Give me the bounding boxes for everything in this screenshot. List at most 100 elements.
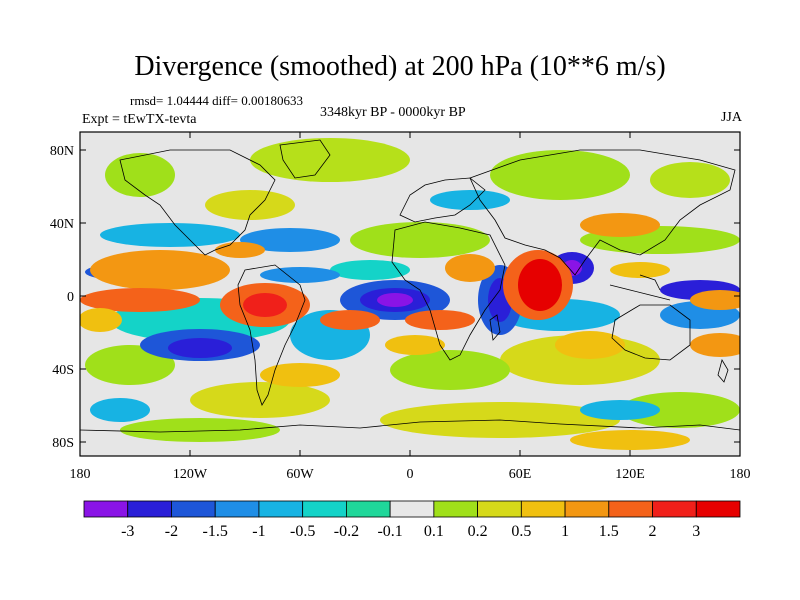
colorbar-labels: -3 -2 -1.5 -1 -0.5 -0.2 -0.1 0.1 0.2 0.5 1 1.5 2 3 [121,523,700,540]
colorbar-swatch [520,500,566,518]
lon-label: 60W [286,467,314,482]
colorbar-swatch [83,500,129,518]
colorbar-swatch [258,500,304,518]
field-contour [690,290,740,310]
season-label: JJA [720,110,742,125]
field-contour [250,138,410,182]
coastline-north-america [119,149,276,256]
colorbar-swatch [171,500,216,518]
field-contour [215,242,265,258]
field-contour [90,398,150,422]
field-contour [385,335,445,355]
colorbar-label: 3 [692,523,700,540]
lat-tick-marks [80,149,740,443]
colorbar-label: 0.5 [511,523,531,540]
field-contour [330,260,410,280]
plot-title: Divergence (smoothed) at 200 hPa (10**6 … [134,51,666,82]
field-contour [168,338,232,358]
field-contour [243,293,287,317]
field-contour [405,310,475,330]
lon-label: 120E [615,467,645,482]
field-contour [650,162,730,198]
period-label: 3348kyr BP - 0000kyr BP [320,105,466,120]
colorbar [83,500,741,518]
lon-labels: 180 120W 60W 0 60E 120E 180 [70,467,751,482]
colorbar-label: 1.5 [599,523,619,540]
field-contour [555,331,625,359]
colorbar-label: -0.2 [334,523,359,540]
colorbar-label: -3 [121,523,134,540]
field-contour [620,392,740,428]
field-contour [490,150,630,200]
map-panel [80,132,740,456]
coastline-new-zealand [717,358,729,383]
coastline-antarctica [80,419,740,433]
lon-tick-marks [79,132,741,456]
field-contour [390,350,510,390]
coastlines [80,139,740,433]
field-contour [377,293,413,307]
lat-label: 40N [50,217,74,232]
field-contour [260,267,340,283]
field-contour [350,222,490,258]
field-contour [205,190,295,220]
colorbar-swatch [345,500,391,518]
field-contour [610,262,670,278]
field-contour [570,430,690,450]
colorbar-swatch [389,500,435,518]
coastline-europe [399,177,486,223]
field-contour [100,223,240,247]
field-contour [80,308,122,332]
colorbar-swatch [652,500,697,518]
lat-label: 40S [52,363,74,378]
field-contour [518,259,562,311]
colorbar-swatch [127,500,172,518]
colorbar-label: -1.5 [203,523,228,540]
experiment-label: Expt = tEwTX-tevta [82,112,197,127]
colorbar-swatch [608,500,653,518]
colorbar-label: -0.5 [290,523,315,540]
lon-label: 180 [730,467,751,482]
lat-labels: 80N 40N 0 40S 80S [50,144,74,451]
colorbar-swatch [695,500,741,518]
colorbar-label: 0.2 [468,523,488,540]
lat-label: 80N [50,144,74,159]
field-contour [240,228,340,252]
coastline-borneo [639,274,661,291]
coastline-madagascar [489,314,501,341]
colorbar-swatch [302,500,347,518]
field-contour [80,288,200,312]
colorbar-label: -0.1 [377,523,402,540]
field-contour [120,418,280,442]
colorbar-swatch [433,500,479,518]
field-contour [430,190,510,210]
coastline-greenland [279,139,331,179]
field-contour [580,400,660,420]
lon-label: 60E [509,467,532,482]
lat-label: 80S [52,436,74,451]
colorbar-label: 0.1 [424,523,444,540]
lon-label: 0 [407,467,414,482]
field-contour [580,213,660,237]
field-contour [445,254,495,282]
stats-text: rmsd= 1.04444 diff= 0.00180633 [130,93,303,108]
colorbar-label: 1 [561,523,569,540]
field-contour [105,153,175,197]
coastline-australia [611,304,691,361]
field-contour [90,250,230,290]
lon-label: 180 [70,467,91,482]
colorbar-swatch [214,500,260,518]
colorbar-label: -1 [252,523,265,540]
field-contour [690,333,740,357]
field-contour [260,363,340,387]
colorbar-label: -2 [165,523,178,540]
field-contour [320,310,380,330]
coastline-south-america [237,264,306,406]
coastline-africa [391,221,506,361]
field-contour [85,345,175,385]
lon-label: 120W [173,467,208,482]
colorbar-swatch [477,500,522,518]
lat-label: 0 [67,290,74,305]
coastline-asia [469,149,736,276]
